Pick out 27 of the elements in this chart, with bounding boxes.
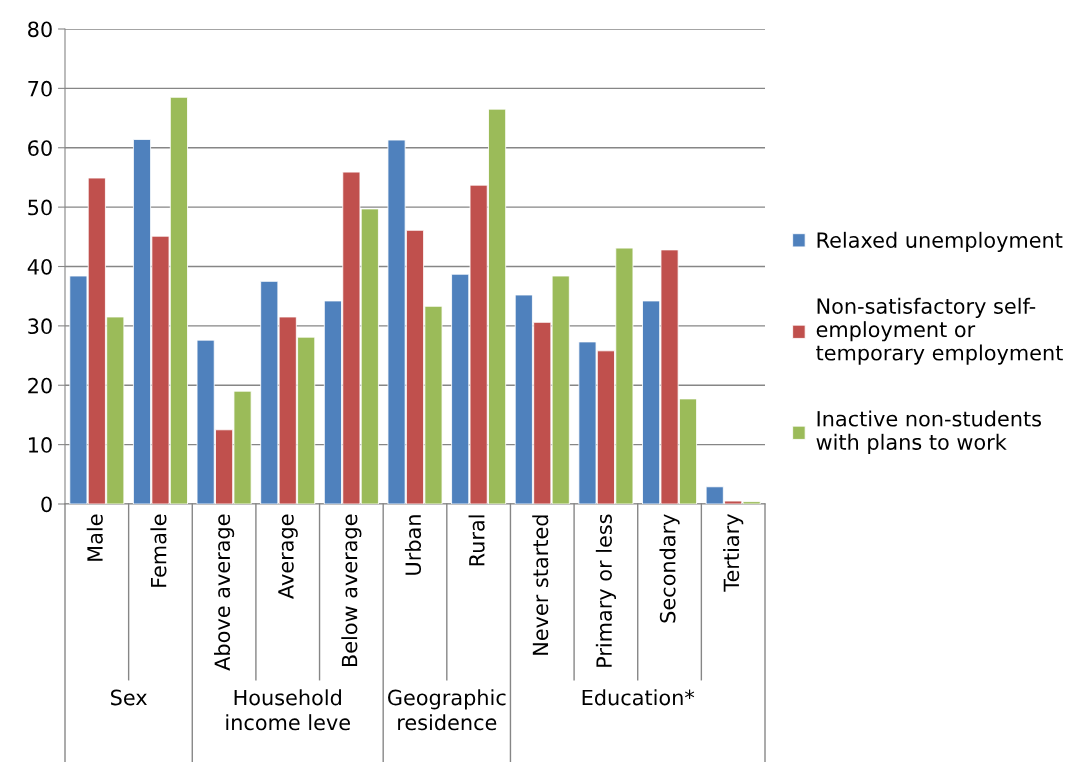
y-tick-label: 10 — [28, 437, 52, 453]
y-tick-label: 50 — [28, 199, 52, 216]
y-tick-label: 80 — [28, 21, 52, 38]
y-tick-label: 20 — [28, 377, 52, 394]
x-tick-label: Primary or less — [595, 514, 616, 667]
x-tick-label: Never started — [532, 515, 549, 655]
x-tick-label: Female — [150, 514, 167, 587]
x-tick-label: Urban — [404, 515, 422, 575]
y-tick-label: 60 — [28, 140, 52, 156]
y-tick-label: 0 — [41, 496, 52, 513]
x-tick-label: Tertiary — [723, 514, 744, 592]
text: Household income leve — [226, 689, 350, 731]
legend-label: Relaxed unemployment — [817, 231, 1063, 252]
x-tick-label: Average — [278, 514, 298, 599]
text: Sex — [111, 689, 147, 706]
x-tick-label: Secondary — [659, 514, 680, 623]
y-tick-label: 40 — [27, 258, 52, 275]
x-tick-label: Rural — [468, 515, 485, 566]
text: Geographic residence — [388, 689, 506, 731]
y-tick-label: 70 — [28, 80, 52, 97]
text: Education* — [582, 689, 695, 706]
x-tick-label: Above average — [214, 514, 235, 671]
legend-label: Inactive non-students with plans to work — [816, 410, 1042, 454]
x-tick-label: Below average — [341, 514, 362, 667]
legend-label: Non-satisfactory self- employment or temporary employment — [816, 297, 1063, 365]
x-tick-label: Male — [86, 514, 103, 561]
y-tick-label: 30 — [28, 318, 52, 335]
